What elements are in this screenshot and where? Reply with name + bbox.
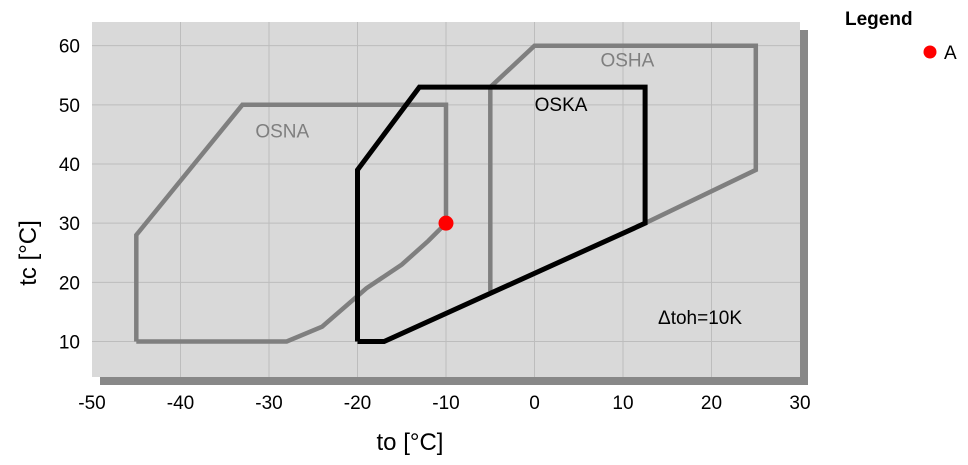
x-tick-label: -10 xyxy=(432,393,459,414)
y-tick-labels: 10 20 30 40 50 60 xyxy=(59,37,80,354)
y-tick-label: 20 xyxy=(59,273,80,294)
x-tick-label: -20 xyxy=(344,393,371,414)
x-tick-label: -30 xyxy=(255,393,282,414)
region-osha xyxy=(488,43,759,292)
region-label-osha: OSHA xyxy=(600,50,654,71)
x-tick-label: -40 xyxy=(167,393,194,414)
point-a xyxy=(438,215,454,231)
x-tick-label: 20 xyxy=(701,393,722,414)
x-tick-labels: -50 -40 -30 -20 -10 0 10 20 30 xyxy=(78,393,810,414)
region-oska xyxy=(355,84,648,344)
region-labels: OSNA OSHA OSKA xyxy=(255,50,654,142)
y-tick-label: 10 xyxy=(59,333,80,354)
y-tick-label: 40 xyxy=(59,155,80,176)
x-tick-label: 0 xyxy=(529,393,540,414)
y-axis-label: tc [°C] xyxy=(15,220,42,286)
y-tick-label: 30 xyxy=(59,214,80,235)
point-group xyxy=(438,215,454,231)
x-tick-label: -50 xyxy=(78,393,105,414)
y-tick-label: 50 xyxy=(59,96,80,117)
annotation-delta-toh: Δtoh=10K xyxy=(658,308,742,329)
legend-marker-a xyxy=(923,45,937,59)
region-osna xyxy=(134,102,449,344)
annotation-group: Δtoh=10K xyxy=(658,308,742,329)
legend-label-a: A xyxy=(944,43,957,64)
region-label-oska: OSKA xyxy=(535,95,588,116)
legend: Legend A xyxy=(845,9,957,64)
x-tick-label: 30 xyxy=(789,393,810,414)
x-tick-label: 10 xyxy=(612,393,633,414)
y-tick-label: 60 xyxy=(59,37,80,58)
regions xyxy=(134,43,759,344)
legend-title: Legend xyxy=(845,9,913,30)
region-label-osna: OSNA xyxy=(255,121,309,142)
x-axis-label: to [°C] xyxy=(377,429,444,456)
